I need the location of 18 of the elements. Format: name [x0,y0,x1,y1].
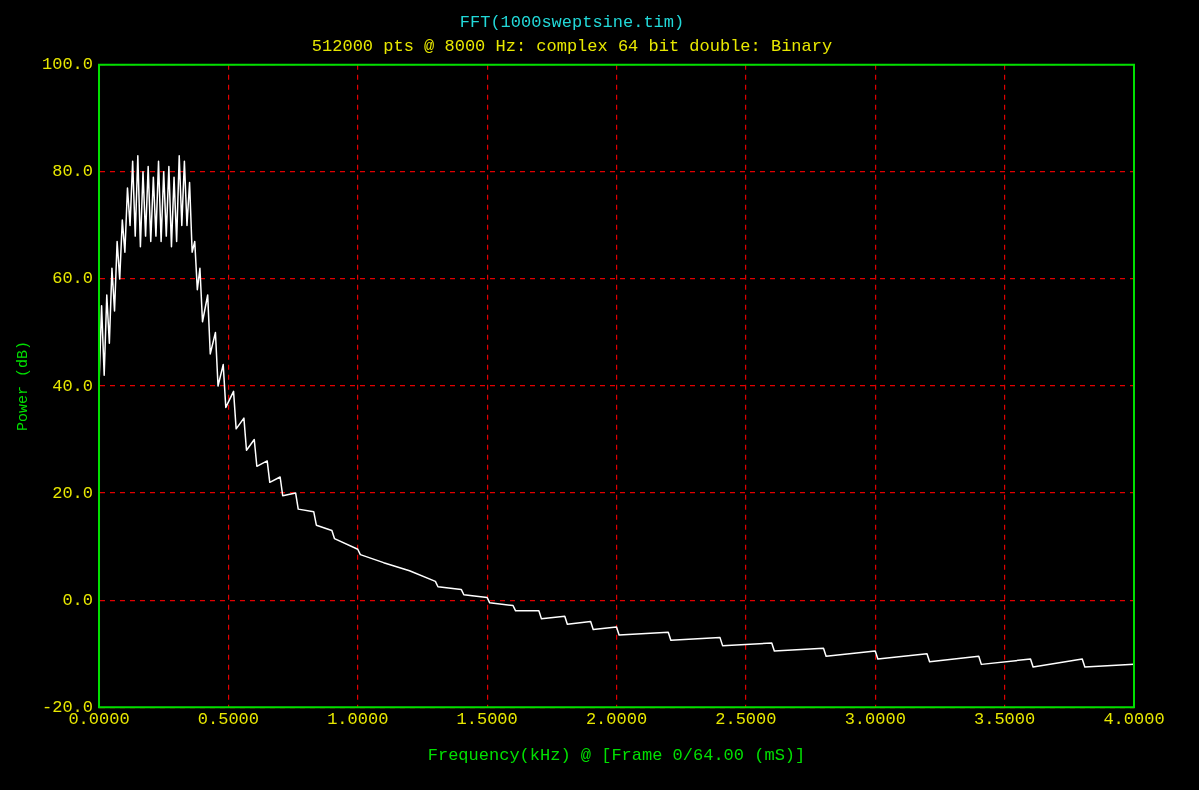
y-tick-label: 60.0 [52,269,94,289]
y-axis-title: Power (dB) [14,340,32,432]
x-tick-label: 1.5000 [456,709,518,729]
x-tick-label: 3.0000 [844,709,906,729]
y-tick-label: 80.0 [52,162,94,182]
x-tick-label: 3.5000 [974,709,1036,729]
x-tick-label: 2.5000 [715,709,777,729]
y-tick-label: 20.0 [52,483,94,503]
chart-title: FFT(1000sweptsine.tim) [459,12,685,32]
x-tick-label: 2.0000 [585,709,648,729]
x-axis-title: Frequency(kHz) @ [Frame 0/64.00 (mS)] [427,746,806,766]
x-tick-label: 0.5000 [197,709,259,729]
x-tick-label: 4.0000 [1103,709,1165,729]
y-tick-label: 40.0 [52,376,94,396]
y-tick-label: 0.0 [62,590,94,610]
chart-subtitle: 512000 pts @ 8000 Hz: complex 64 bit double: Binary [311,37,833,57]
y-tick-label: 100.0 [41,55,94,75]
x-tick-label: 1.0000 [327,709,389,729]
